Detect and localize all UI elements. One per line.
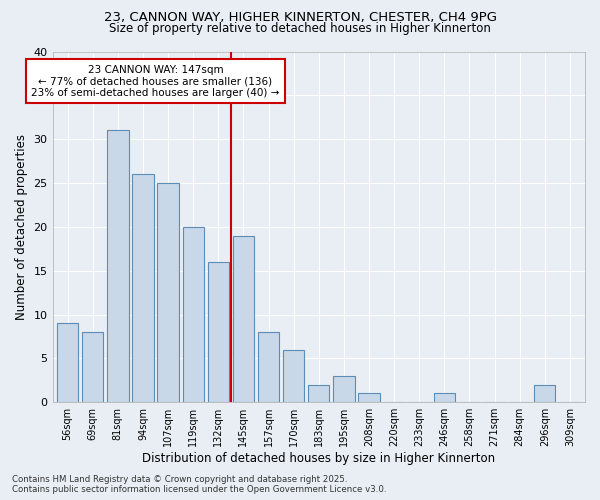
Bar	[258, 332, 279, 402]
Bar	[107, 130, 128, 402]
Bar	[534, 384, 556, 402]
Text: Contains HM Land Registry data © Crown copyright and database right 2025.
Contai: Contains HM Land Registry data © Crown c…	[12, 474, 386, 494]
Bar	[308, 384, 329, 402]
Text: 23 CANNON WAY: 147sqm
← 77% of detached houses are smaller (136)
23% of semi-det: 23 CANNON WAY: 147sqm ← 77% of detached …	[31, 64, 280, 98]
Bar	[434, 394, 455, 402]
Text: 23, CANNON WAY, HIGHER KINNERTON, CHESTER, CH4 9PG: 23, CANNON WAY, HIGHER KINNERTON, CHESTE…	[104, 11, 497, 24]
Bar	[182, 227, 204, 402]
Bar	[208, 262, 229, 402]
X-axis label: Distribution of detached houses by size in Higher Kinnerton: Distribution of detached houses by size …	[142, 452, 496, 465]
Bar	[358, 394, 380, 402]
Bar	[333, 376, 355, 402]
Bar	[82, 332, 103, 402]
Y-axis label: Number of detached properties: Number of detached properties	[15, 134, 28, 320]
Bar	[132, 174, 154, 402]
Text: Size of property relative to detached houses in Higher Kinnerton: Size of property relative to detached ho…	[109, 22, 491, 35]
Bar	[283, 350, 304, 402]
Bar	[57, 324, 78, 402]
Bar	[157, 183, 179, 402]
Bar	[233, 236, 254, 402]
